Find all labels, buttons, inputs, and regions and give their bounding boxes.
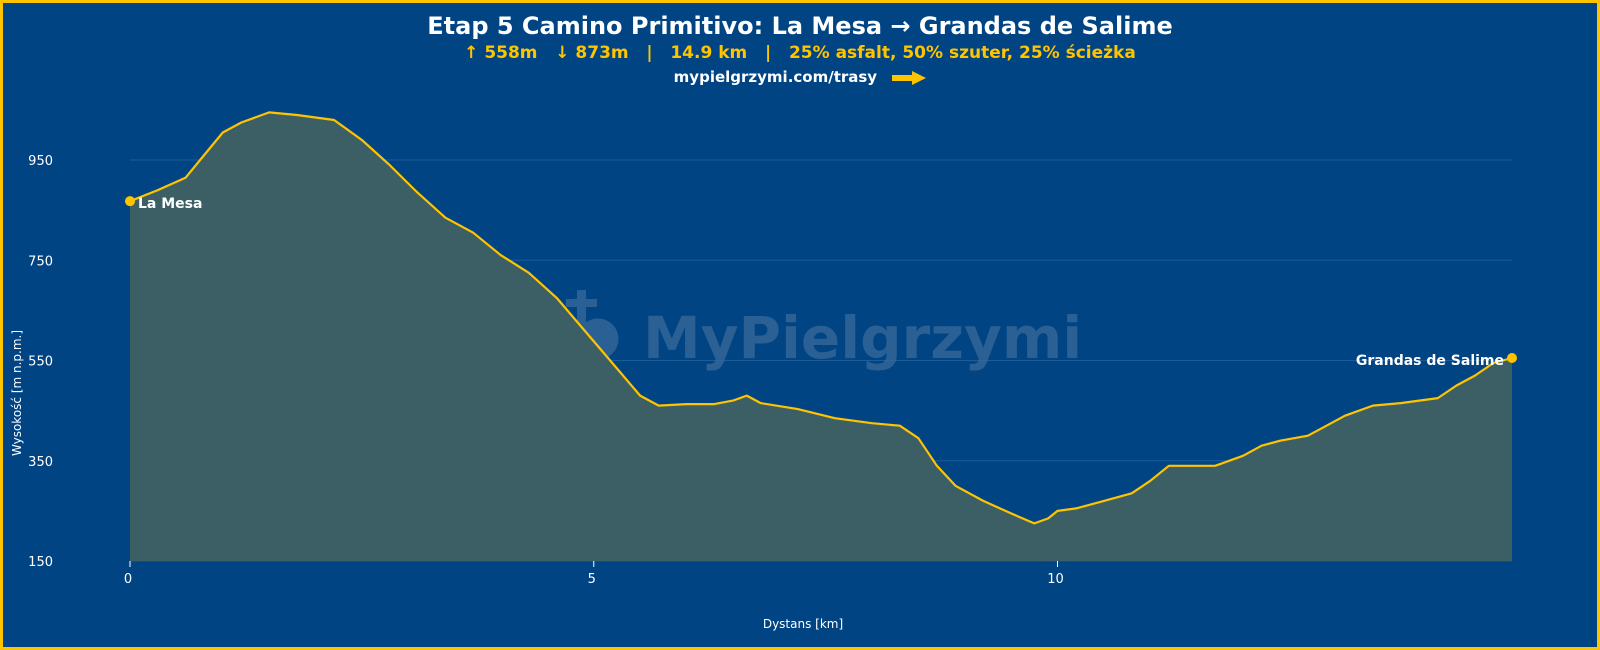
- route-stats: ↑ 558m ↓ 873m | 14.9 km | 25% asfalt, 50…: [464, 43, 1136, 63]
- y-tick-label: 750: [28, 254, 53, 269]
- y-tick-label: 550: [28, 355, 53, 370]
- y-tick-label: 350: [28, 455, 53, 470]
- route-markers: La Mesa Grandas de Salime: [125, 196, 1517, 369]
- source-link-row: mypielgrzymi.com/trasy: [3, 68, 1597, 86]
- chart-frame: MyPielgrzymi 150 350 550 750 950 0 5 10 La Mesa…: [3, 3, 1597, 647]
- route-point-marker: [1507, 353, 1517, 364]
- watermark-text: MyPielgrzymi: [643, 304, 1082, 372]
- arrow-right-icon: [892, 70, 927, 85]
- elevation-line: [129, 111, 1513, 525]
- end-point-label: Grandas de Salime: [1356, 353, 1504, 369]
- elevation-chart: MyPielgrzymi 150 350 550 750 950 0 5 10 La Mesa…: [10, 111, 1517, 631]
- y-tick-label: 150: [28, 555, 53, 570]
- route-point-marker: [125, 196, 135, 207]
- elevation-area: [130, 112, 1512, 562]
- source-link[interactable]: mypielgrzymi.com/trasy: [673, 68, 878, 86]
- chart-title: Etap 5 Camino Primitivo: La Mesa → Grand…: [427, 12, 1173, 40]
- x-tick-label: 10: [1047, 572, 1064, 587]
- x-axis-label: Dystans [km]: [763, 617, 843, 631]
- x-tick-label: 5: [588, 572, 596, 587]
- start-point-label: La Mesa: [138, 196, 202, 212]
- y-axis-label: Wysokość [m n.p.m.]: [10, 330, 24, 456]
- axis-ticks: 150 350 550 750 950 0 5 10: [28, 154, 1064, 587]
- x-tick-label: 0: [124, 572, 132, 587]
- y-tick-label: 950: [28, 154, 53, 169]
